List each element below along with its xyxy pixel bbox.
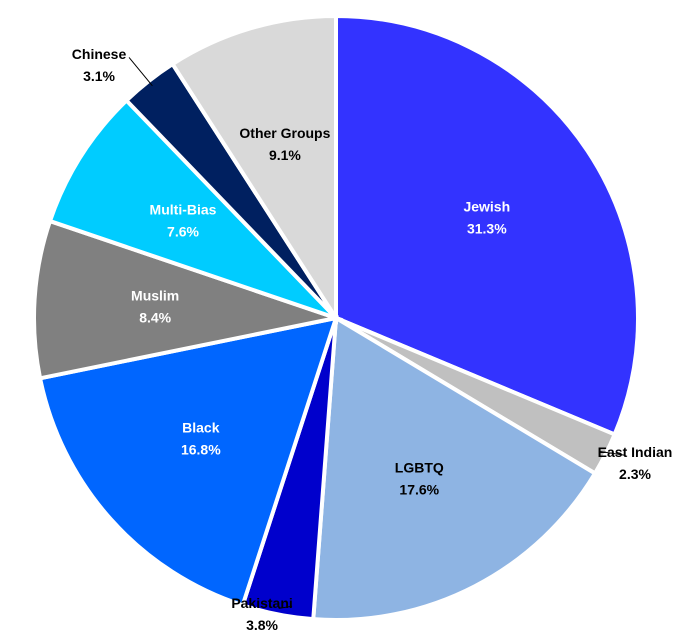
- slice-label: LGBTQ: [395, 460, 444, 476]
- pie-slice: [32, 218, 344, 381]
- leader-line: [600, 451, 626, 456]
- slice-label: Jewish: [463, 198, 510, 214]
- slice-value-label: 31.3%: [467, 220, 507, 236]
- slice-label: Other Groups: [239, 125, 330, 141]
- leader-line: [278, 605, 293, 609]
- slice-value-label: 7.6%: [167, 224, 199, 240]
- leader-line: [128, 57, 153, 87]
- pie-slice: [334, 13, 640, 438]
- slice-label: Chinese: [72, 46, 127, 62]
- slice-value-label: 9.1%: [269, 147, 301, 163]
- slice-value-label: 3.8%: [246, 617, 278, 632]
- slice-label: Muslim: [131, 287, 179, 303]
- slice-label: Black: [182, 419, 220, 435]
- pie-slice: [47, 97, 338, 320]
- slice-value-label: 3.1%: [83, 68, 115, 84]
- slice-label: East Indian: [598, 444, 673, 460]
- slice-value-label: 17.6%: [399, 482, 439, 498]
- slice-label: Multi-Bias: [150, 202, 217, 218]
- pie-slice: [37, 315, 339, 608]
- slice-label: Pakistani: [231, 595, 292, 611]
- pie-slice: [169, 13, 338, 325]
- slice-value-label: 2.3%: [619, 466, 651, 482]
- pie-slice: [311, 314, 598, 622]
- slice-value-label: 8.4%: [139, 309, 171, 325]
- slice-value-label: 16.8%: [181, 441, 221, 457]
